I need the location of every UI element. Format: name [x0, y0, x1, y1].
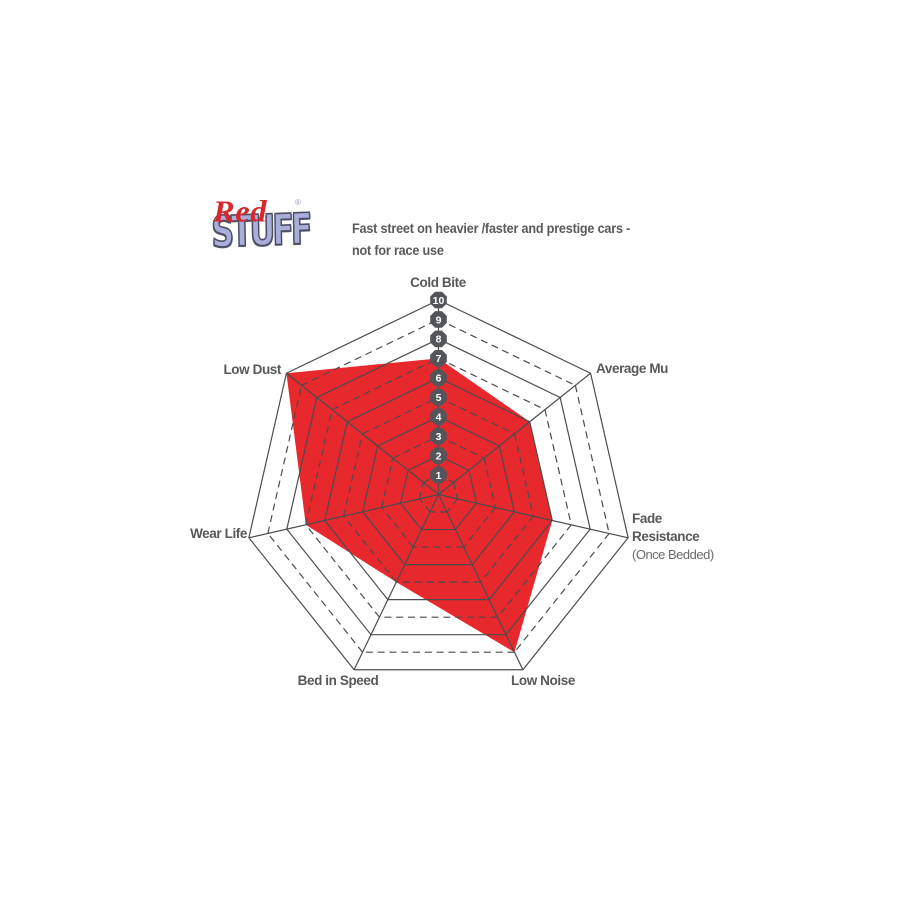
scale-badge-label: 2 [436, 450, 442, 462]
scale-badge-label: 4 [436, 412, 442, 424]
grid-ring-dashed [362, 396, 439, 435]
grid-ring-dashed [483, 457, 496, 508]
grid-ring-dashed [574, 385, 610, 534]
axis-label-cold-bite: Cold Bite [410, 275, 466, 290]
chart-description: Fast street on heavier /faster and prest… [352, 218, 630, 261]
grid-ring-dashed [463, 507, 496, 548]
axis-spoke [438, 372, 591, 495]
grid-ring-dashed [343, 433, 364, 517]
axis-label-average-mu: Average Mu [596, 361, 669, 376]
grid-ring-dashed [305, 409, 333, 525]
grid-ring-dashed [305, 524, 380, 618]
scale-badge-label: 8 [436, 334, 442, 346]
scale-badge [430, 311, 447, 328]
scale-badge [430, 291, 447, 309]
axis-label-bed-in-speed: Bed in Speed [297, 673, 379, 688]
grid-ring-dashed [381, 507, 414, 548]
grid-ring-dashed [453, 482, 459, 499]
axis-spoke [437, 494, 524, 671]
scale-badge-label: 9 [436, 314, 442, 326]
grid-ring-dashed [267, 385, 303, 534]
axis-label-wear-life: Wear Life [190, 526, 247, 541]
grid-ring-solid [286, 338, 591, 636]
grid-ring-dashed [497, 524, 572, 618]
grid-ring-dashed [438, 435, 485, 459]
scale-badge-label: 3 [436, 431, 442, 443]
scale-badge [430, 369, 447, 387]
axis-label-fade-resistance: Fade Resistance [632, 511, 700, 544]
scale-badge-label: 1 [436, 470, 442, 482]
grid-ring-dashed [331, 357, 439, 411]
axis-spoke [438, 493, 629, 539]
axis-spoke [248, 493, 439, 539]
scale-badge-label: 10 [433, 295, 445, 307]
grid-ring-dashed [343, 515, 397, 583]
grid-ring-dashed [419, 498, 431, 513]
scale-badge [430, 466, 447, 484]
scale-badge [430, 427, 447, 445]
axis-label-low-noise: Low Noise [511, 673, 575, 688]
grid-ring-dashed [446, 498, 458, 513]
grid-ring-dashed [438, 396, 515, 435]
grid-ring-dashed [301, 318, 439, 386]
scale-badge [430, 447, 447, 464]
axis-spoke [353, 494, 440, 671]
scale-badge [430, 408, 447, 426]
grid-ring-solid [362, 416, 515, 566]
series-polygon [286, 358, 553, 653]
grid-ring-dashed [418, 482, 424, 499]
grid-ring-dashed [381, 457, 394, 508]
description-line-2: not for race use [352, 241, 444, 258]
grid-ring-dashed [480, 515, 534, 583]
scale-badge-label: 5 [436, 392, 442, 404]
axis-spoke [286, 372, 439, 495]
grid-ring-dashed [438, 357, 546, 411]
scale-badge [430, 330, 447, 348]
axis-sublabel-once-bedded: (Once Bedded) [632, 547, 714, 562]
logo-red-text: Red [213, 194, 268, 229]
registered-trademark-icon: ® [295, 198, 301, 207]
scale-badge [430, 350, 447, 367]
grid-ring-dashed [267, 533, 364, 653]
scale-badge-label: 6 [436, 373, 442, 385]
description-line-1: Fast street on heavier /faster and prest… [352, 220, 631, 236]
grid-ring-solid [324, 377, 553, 601]
grid-ring-dashed [513, 433, 534, 517]
redstuff-logo: STUFF Red ® [210, 194, 311, 274]
grid-ring-dashed [438, 318, 576, 386]
grid-ring-dashed [544, 409, 572, 525]
grid-ring-solid [248, 299, 629, 671]
scale-badge-label: 7 [436, 353, 442, 365]
grid-ring-dashed [513, 533, 610, 653]
axis-label-low-dust: Low Dust [223, 362, 281, 377]
grid-ring-solid [399, 454, 478, 531]
scale-badge [430, 388, 447, 406]
